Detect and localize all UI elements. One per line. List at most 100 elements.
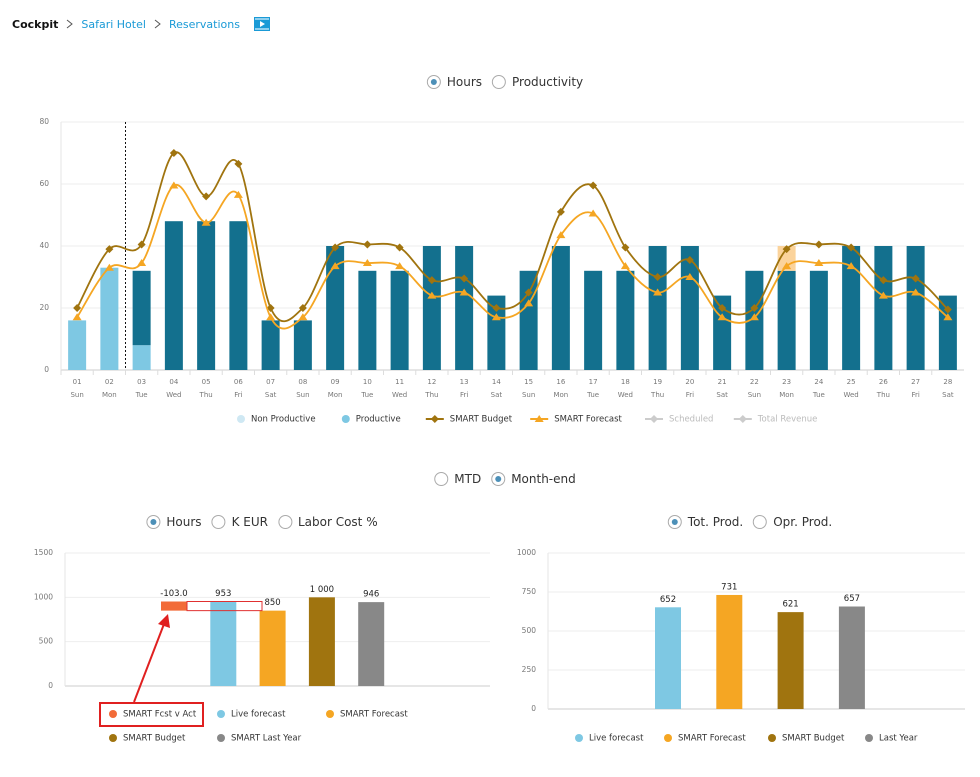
point bbox=[588, 209, 598, 217]
legend-swatch bbox=[341, 415, 350, 423]
radio-label: Labor Cost % bbox=[297, 515, 378, 529]
x-tick-label: Fri bbox=[460, 391, 468, 399]
bar bbox=[132, 345, 151, 370]
legend-label: SMART Forecast bbox=[678, 734, 746, 744]
legend-marker bbox=[738, 415, 747, 423]
point bbox=[169, 149, 178, 157]
x-tick-label: Thu bbox=[650, 391, 664, 399]
radio-button[interactable] bbox=[146, 515, 161, 529]
bar bbox=[648, 246, 667, 370]
radio-button[interactable] bbox=[667, 515, 682, 529]
radio-button[interactable] bbox=[426, 75, 441, 89]
x-tick-label: Sat bbox=[491, 391, 503, 399]
radio-button[interactable] bbox=[492, 75, 507, 89]
value-label: 652 bbox=[660, 595, 676, 605]
x-tick-label: Fri bbox=[234, 391, 242, 399]
bar bbox=[584, 270, 603, 370]
y-tick-label: 0 bbox=[44, 365, 49, 374]
radio-option[interactable]: Productivity bbox=[492, 75, 583, 89]
y-tick-label: 0 bbox=[48, 681, 53, 690]
radio-button[interactable] bbox=[491, 472, 506, 486]
point bbox=[621, 243, 630, 252]
x-tick-label: Wed bbox=[392, 391, 407, 399]
radio-option[interactable]: Hours bbox=[146, 515, 202, 529]
legend-swatch bbox=[326, 710, 334, 718]
crumb[interactable]: Reservations bbox=[168, 17, 240, 31]
point bbox=[685, 273, 695, 280]
arrow bbox=[133, 623, 165, 703]
point bbox=[589, 181, 598, 190]
legend-swatch bbox=[109, 710, 117, 718]
radio-button[interactable] bbox=[434, 472, 449, 486]
x-tick-label: Sun bbox=[70, 391, 83, 399]
x-tick-label: 08 bbox=[298, 378, 307, 386]
point bbox=[331, 243, 340, 252]
legend-label: SMART Budget bbox=[123, 734, 186, 744]
legend-swatch bbox=[237, 415, 245, 423]
point bbox=[878, 291, 888, 299]
legend-label: SMART Forecast bbox=[340, 710, 408, 720]
video-icon[interactable] bbox=[253, 17, 270, 31]
radio-option[interactable]: MTD bbox=[434, 472, 481, 486]
value-label: -103.0 bbox=[160, 589, 187, 599]
bar bbox=[519, 270, 538, 370]
value-label: 1 000 bbox=[310, 585, 334, 595]
radio-group: Hours Productivity bbox=[426, 75, 583, 89]
crumb[interactable]: Safari Hotel bbox=[81, 17, 146, 31]
point bbox=[266, 313, 276, 321]
bar bbox=[259, 610, 286, 686]
bar bbox=[716, 594, 743, 709]
radio-option[interactable]: Month-end bbox=[491, 472, 576, 486]
radio-option[interactable]: Hours bbox=[426, 75, 483, 89]
point bbox=[105, 245, 114, 254]
x-tick-label: 03 bbox=[137, 378, 146, 386]
radio-button[interactable] bbox=[753, 515, 768, 529]
value-label: 953 bbox=[215, 589, 231, 599]
bar bbox=[358, 270, 377, 370]
bar bbox=[838, 606, 865, 709]
bar bbox=[551, 246, 570, 370]
point bbox=[750, 304, 759, 312]
point bbox=[395, 243, 404, 252]
x-tick-label: Mon bbox=[553, 391, 568, 399]
x-tick-label: 06 bbox=[234, 378, 243, 386]
point bbox=[492, 304, 501, 312]
point bbox=[524, 288, 533, 297]
radio-label: Hours bbox=[446, 75, 483, 89]
x-tick-label: Mon bbox=[102, 391, 117, 399]
radio-button[interactable] bbox=[211, 515, 226, 529]
point bbox=[749, 313, 759, 321]
radio-button[interactable] bbox=[277, 515, 292, 529]
legend-swatch bbox=[768, 734, 776, 742]
legend-label: SMART Last Year bbox=[231, 734, 302, 744]
legend-label: Last Year bbox=[879, 734, 918, 744]
crumb[interactable]: Cockpit bbox=[12, 17, 59, 31]
x-tick-label: Thu bbox=[199, 391, 213, 399]
x-tick-label: 09 bbox=[331, 378, 340, 386]
bar bbox=[390, 270, 409, 370]
point bbox=[685, 255, 694, 264]
x-tick-label: Sat bbox=[265, 391, 277, 399]
point bbox=[879, 276, 888, 285]
x-tick-label: Mon bbox=[779, 391, 794, 399]
bar bbox=[132, 270, 151, 346]
legend-label: Live forecast bbox=[231, 710, 286, 720]
legend-label: Live forecast bbox=[589, 734, 644, 744]
y-tick-label: 40 bbox=[39, 241, 49, 250]
radio-option[interactable]: Opr. Prod. bbox=[753, 515, 832, 529]
point bbox=[298, 313, 308, 321]
legend-marker bbox=[650, 415, 658, 423]
connector bbox=[186, 601, 263, 612]
line bbox=[76, 184, 949, 330]
point bbox=[233, 190, 243, 198]
point bbox=[104, 263, 114, 271]
radio-option[interactable]: Tot. Prod. bbox=[667, 515, 743, 529]
y-tick-label: 1000 bbox=[34, 592, 53, 601]
point bbox=[653, 273, 662, 281]
x-tick-label: 26 bbox=[879, 378, 888, 386]
radio-option[interactable]: Labor Cost % bbox=[277, 515, 378, 529]
radio-option[interactable]: K EUR bbox=[211, 515, 268, 529]
bar bbox=[777, 612, 804, 709]
bar bbox=[164, 221, 183, 370]
